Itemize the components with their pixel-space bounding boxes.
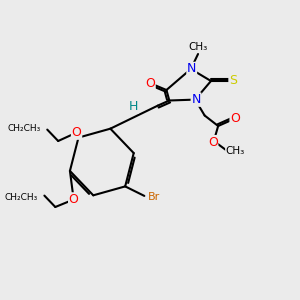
Text: O: O [230, 112, 240, 125]
Text: CH₃: CH₃ [188, 42, 208, 52]
Text: O: O [208, 136, 218, 149]
Text: N: N [187, 62, 196, 76]
Text: CH₂CH₃: CH₂CH₃ [8, 124, 41, 133]
Text: Br: Br [147, 192, 160, 203]
Text: S: S [229, 74, 237, 88]
Text: O: O [145, 77, 155, 90]
Text: N: N [191, 93, 201, 106]
Text: H: H [129, 100, 138, 113]
Text: CH₂CH₃: CH₂CH₃ [5, 193, 38, 202]
Text: O: O [69, 193, 79, 206]
Text: O: O [72, 126, 82, 139]
Text: CH₃: CH₃ [226, 146, 245, 156]
